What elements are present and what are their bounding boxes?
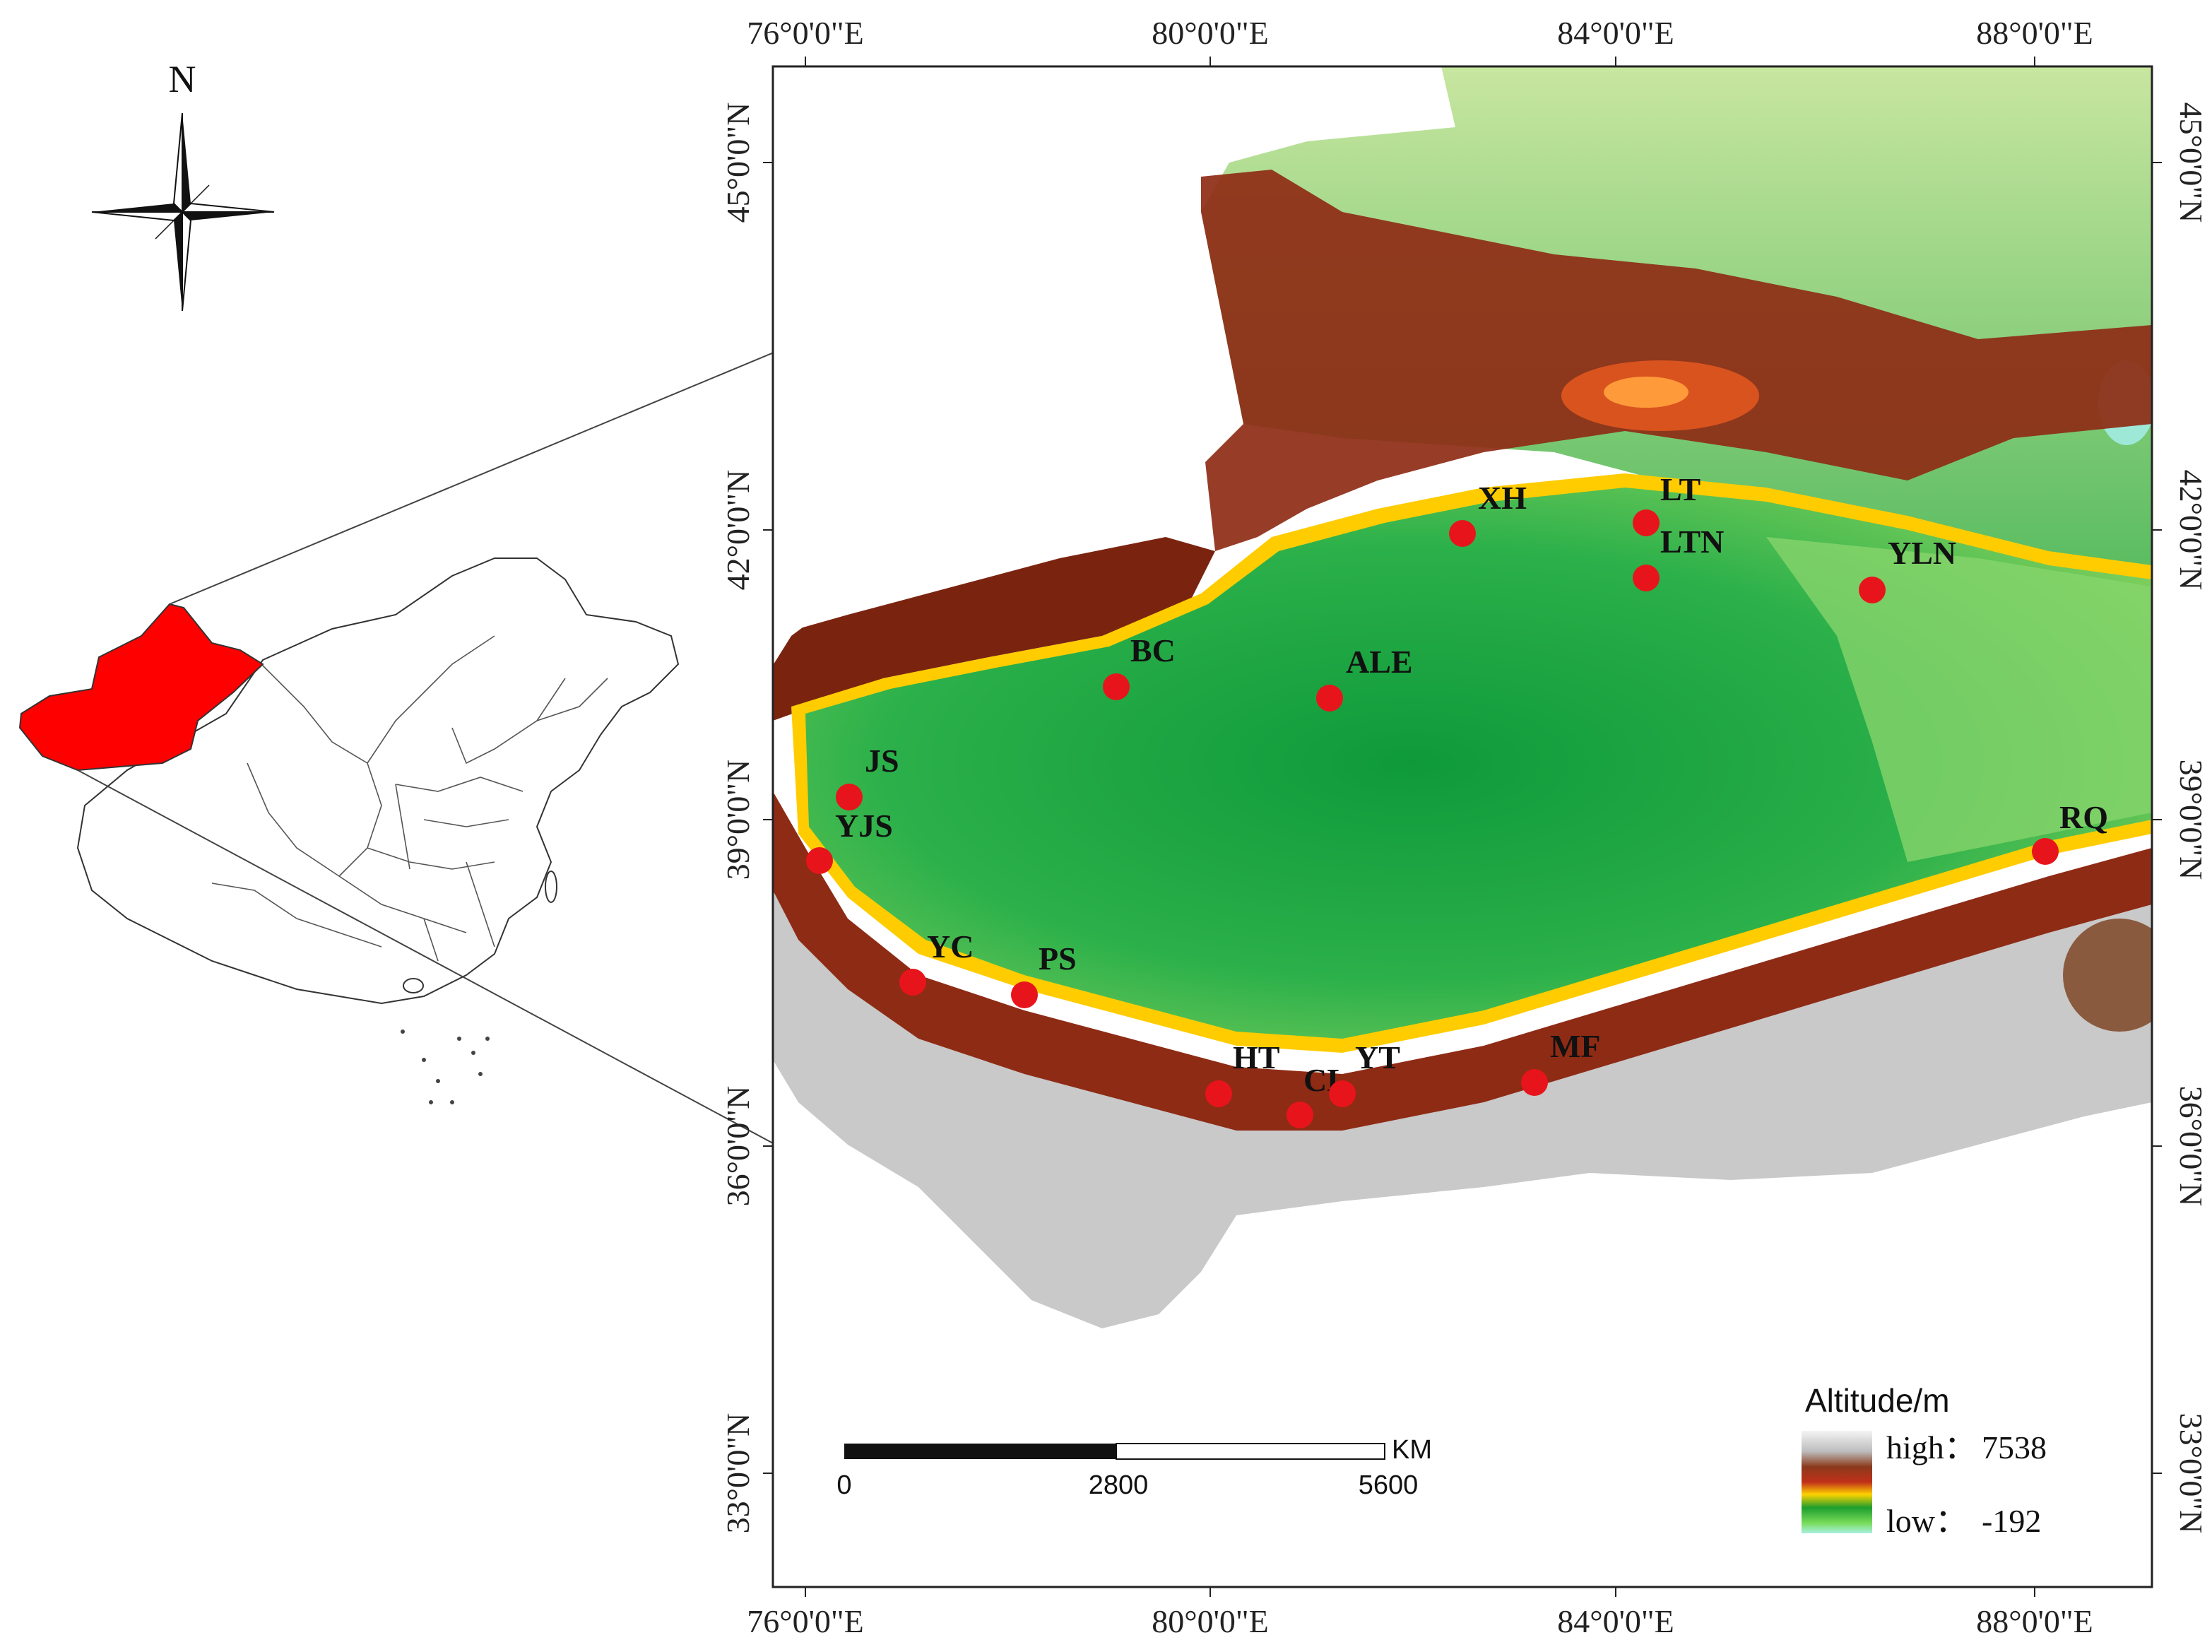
- site-yln: YLN: [1859, 535, 1956, 603]
- svg-text:33°0'0"N: 33°0'0"N: [720, 1413, 756, 1534]
- taiwan-island: [545, 871, 557, 903]
- site-label: YLN: [1888, 535, 1956, 571]
- outside-region: [774, 67, 1441, 664]
- site-marker: [1011, 981, 1038, 1008]
- svg-text:80°0'0"E: 80°0'0"E: [1152, 15, 1269, 51]
- svg-text:36°0'0"N: 36°0'0"N: [2173, 1086, 2209, 1207]
- svg-text:36°0'0"N: 36°0'0"N: [720, 1086, 756, 1207]
- site-label: XH: [1478, 480, 1527, 516]
- site-label: YT: [1355, 1039, 1400, 1075]
- svg-text:39°0'0"N: 39°0'0"N: [2173, 760, 2209, 880]
- western-mountains: [773, 537, 1215, 721]
- site-marker: [1521, 1069, 1548, 1096]
- north-arrow: N: [91, 58, 275, 312]
- eastern-desert-light: [1766, 537, 2152, 862]
- site-marker: [1103, 673, 1130, 700]
- scale-bar: KM 0 2800 5600: [836, 1435, 1432, 1500]
- site-label: ALE: [1346, 644, 1413, 680]
- svg-text:33°0'0"N: 33°0'0"N: [2173, 1413, 2209, 1534]
- site-rq: RQ: [2032, 799, 2108, 865]
- site-ale: ALE: [1316, 644, 1413, 712]
- china-outline: [76, 557, 680, 1005]
- tianshan-peak-core: [1604, 377, 1688, 408]
- site-marker: [1633, 565, 1660, 591]
- main-map: [771, 65, 2153, 1588]
- site-ps: PS: [1011, 940, 1077, 1008]
- site-label: HT: [1233, 1039, 1279, 1075]
- scale-label-0: 0: [836, 1470, 851, 1500]
- site-label: MF: [1550, 1028, 1601, 1064]
- site-yjs: YJS: [806, 808, 893, 874]
- legend-title: Altitude/m: [1805, 1382, 1950, 1419]
- svg-text:42°0'0"N: 42°0'0"N: [2173, 470, 2209, 591]
- site-yt: YT: [1329, 1039, 1400, 1107]
- site-label: YJS: [835, 808, 893, 844]
- map-frame-border: [771, 65, 2153, 1588]
- site-marker: [1287, 1102, 1313, 1128]
- site-label: YC: [927, 928, 974, 964]
- legend-high-label: high：: [1886, 1429, 1977, 1465]
- lat-labels-left: 45°0'0"N 42°0'0"N 39°0'0"N 36°0'0"N 33°0…: [720, 102, 756, 1534]
- site-label: JS: [865, 743, 899, 779]
- tarim-basin: [805, 488, 2152, 1039]
- site-label: RQ: [2059, 799, 2108, 835]
- site-marker: [1633, 509, 1660, 536]
- site-marker: [836, 784, 863, 810]
- kunlun-foothills: [773, 791, 2152, 1131]
- site-ltn: LTN: [1633, 524, 1724, 591]
- hainan-island: [403, 978, 424, 993]
- svg-text:88°0'0"E: 88°0'0"E: [1976, 1603, 2093, 1639]
- site-label: BC: [1130, 632, 1176, 668]
- graticule-ticks: [763, 57, 2162, 1597]
- site-label: LTN: [1660, 524, 1724, 560]
- site-markers: XH LT LTN YLN BC ALE JS YJS RQ YC PS HT …: [806, 471, 2108, 1128]
- legend-low-label: low：: [1886, 1503, 1968, 1539]
- lat-labels-right: 45°0'0"N 42°0'0"N 39°0'0"N 36°0'0"N 33°0…: [2173, 102, 2209, 1534]
- site-marker: [899, 969, 926, 996]
- site-marker: [1449, 520, 1476, 547]
- china-inset-map: [18, 557, 680, 1104]
- lon-labels-top: 76°0'0"E 80°0'0"E 84°0'0"E 88°0'0"E: [747, 15, 2093, 51]
- site-xh: XH: [1449, 480, 1527, 547]
- svg-text:80°0'0"E: 80°0'0"E: [1152, 1603, 1269, 1639]
- south-sea-islands: [401, 1029, 490, 1104]
- svg-text:76°0'0"E: 76°0'0"E: [747, 1603, 864, 1639]
- scale-label-mid: 2800: [1089, 1470, 1149, 1500]
- svg-text:76°0'0"E: 76°0'0"E: [747, 15, 864, 51]
- svg-text:45°0'0"N: 45°0'0"N: [720, 102, 756, 223]
- legend-high-value: 7538: [1982, 1429, 2047, 1465]
- svg-text:42°0'0"N: 42°0'0"N: [720, 470, 756, 591]
- province-borders: [211, 635, 608, 962]
- north-label: N: [169, 58, 196, 100]
- site-marker: [2032, 838, 2059, 865]
- site-marker: [806, 847, 833, 874]
- scale-label-end: 5600: [1359, 1470, 1419, 1500]
- site-marker: [1859, 577, 1886, 603]
- svg-text:84°0'0"E: 84°0'0"E: [1557, 1603, 1674, 1639]
- legend-low-value: -192: [1982, 1503, 2041, 1539]
- svg-text:39°0'0"N: 39°0'0"N: [720, 760, 756, 880]
- site-marker: [1205, 1080, 1232, 1107]
- lon-labels-bottom: 76°0'0"E 80°0'0"E 84°0'0"E 88°0'0"E: [747, 1603, 2093, 1639]
- svg-text:45°0'0"N: 45°0'0"N: [2173, 102, 2209, 223]
- site-ht: HT: [1205, 1039, 1279, 1107]
- site-yc: YC: [899, 928, 974, 996]
- svg-text:84°0'0"E: 84°0'0"E: [1557, 15, 1674, 51]
- site-label: LT: [1660, 471, 1701, 507]
- eastern-brown-highland: [2063, 919, 2152, 1032]
- site-marker: [1329, 1080, 1356, 1107]
- scale-unit: KM: [1392, 1435, 1432, 1465]
- site-marker: [1316, 685, 1343, 712]
- site-js: JS: [836, 743, 899, 810]
- altitude-legend: Altitude/m high： 7538 low： -192: [1802, 1382, 2047, 1539]
- site-lt: LT: [1633, 471, 1701, 536]
- site-mf: MF: [1521, 1028, 1601, 1096]
- site-label: PS: [1039, 940, 1077, 977]
- tianshan-mountains: [1187, 170, 2152, 551]
- svg-text:88°0'0"E: 88°0'0"E: [1976, 15, 2093, 51]
- legend-color-ramp: [1802, 1431, 1872, 1533]
- site-bc: BC: [1103, 632, 1176, 700]
